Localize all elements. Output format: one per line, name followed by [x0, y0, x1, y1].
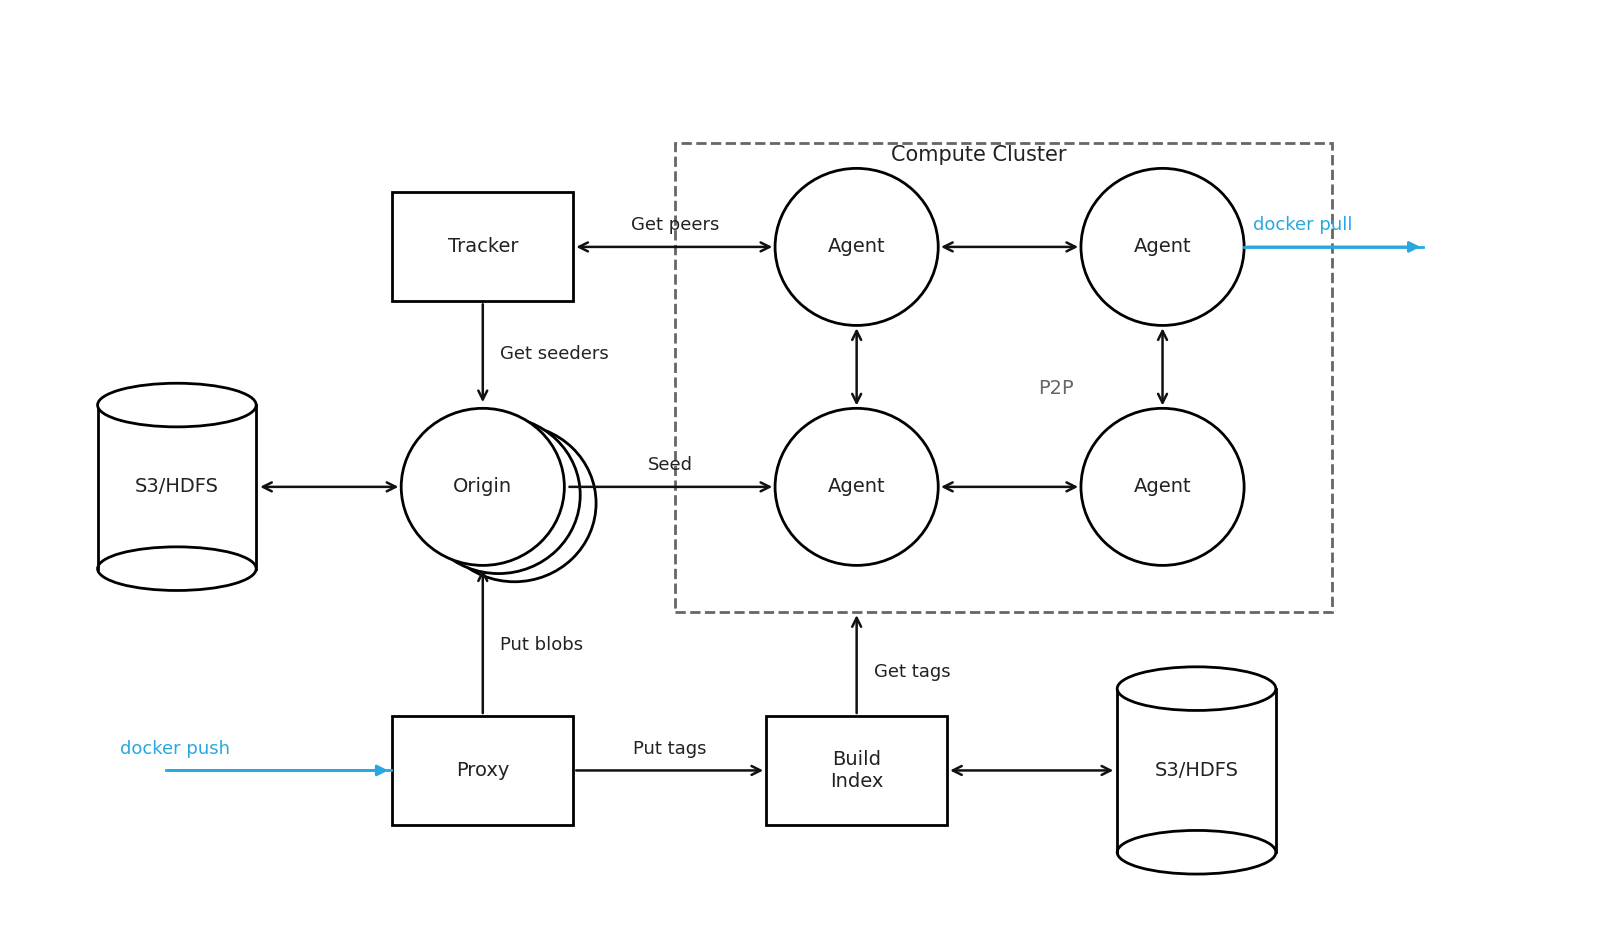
Bar: [1117, 689, 1275, 853]
Text: docker push: docker push: [120, 740, 230, 758]
Ellipse shape: [402, 408, 565, 566]
Bar: [766, 716, 947, 825]
Text: P2P: P2P: [1038, 379, 1074, 398]
Text: Put blobs: Put blobs: [499, 636, 582, 654]
Text: Put tags: Put tags: [634, 740, 707, 758]
Ellipse shape: [1117, 667, 1275, 710]
Text: Agent: Agent: [827, 237, 885, 256]
Text: Get tags: Get tags: [874, 663, 950, 681]
Text: Get peers: Get peers: [630, 216, 720, 234]
Text: Agent: Agent: [1134, 477, 1192, 496]
Ellipse shape: [1082, 408, 1245, 566]
Text: Agent: Agent: [1134, 237, 1192, 256]
Text: docker pull: docker pull: [1253, 216, 1352, 234]
Text: Agent: Agent: [827, 477, 885, 496]
Ellipse shape: [1082, 168, 1245, 326]
Text: Get seeders: Get seeders: [499, 344, 608, 363]
Ellipse shape: [1117, 831, 1275, 874]
Ellipse shape: [774, 168, 938, 326]
Text: Proxy: Proxy: [456, 761, 509, 780]
Text: Build
Index: Build Index: [830, 750, 883, 791]
Text: Origin: Origin: [453, 477, 512, 496]
Bar: [392, 716, 573, 825]
Text: S3/HDFS: S3/HDFS: [1155, 761, 1238, 780]
Text: Seed: Seed: [648, 456, 693, 474]
Bar: [392, 192, 573, 301]
Ellipse shape: [98, 383, 256, 427]
Text: S3/HDFS: S3/HDFS: [134, 477, 219, 496]
Ellipse shape: [434, 424, 597, 582]
Bar: [675, 143, 1333, 613]
Ellipse shape: [98, 547, 256, 591]
Ellipse shape: [418, 417, 581, 574]
Ellipse shape: [774, 408, 938, 566]
Text: Compute Cluster: Compute Cluster: [891, 145, 1066, 165]
Bar: [98, 405, 256, 568]
Text: Tracker: Tracker: [448, 237, 518, 256]
